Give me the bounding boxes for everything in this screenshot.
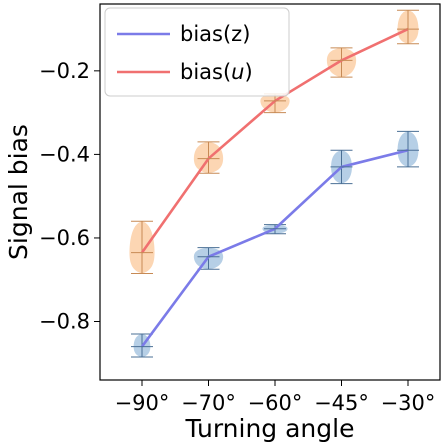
x-tick-label: −30° bbox=[381, 391, 436, 415]
y-tick-label: −0.6 bbox=[39, 226, 90, 250]
y-tick-label: −0.2 bbox=[39, 59, 90, 83]
x-axis-title: Turning angle bbox=[185, 414, 355, 443]
y-axis: −0.8 −0.6 −0.4 −0.2 bbox=[39, 59, 100, 334]
y-axis-title: Signal bias bbox=[4, 124, 33, 260]
x-tick-label: −90° bbox=[115, 391, 170, 415]
series-line-bias-z bbox=[140, 148, 409, 348]
legend-label-bias-z: bias(z) bbox=[180, 22, 250, 46]
x-tick-label: −70° bbox=[181, 391, 236, 415]
x-tick-label: −45° bbox=[314, 391, 369, 415]
legend: bias(z) bias(u) bbox=[104, 7, 290, 97]
legend-box bbox=[104, 7, 290, 97]
x-axis: −90° −70° −60° −45° −30° bbox=[115, 380, 436, 415]
y-tick-label: −0.8 bbox=[39, 310, 90, 334]
legend-label-bias-u: bias(u) bbox=[180, 60, 253, 84]
series-line-layer bbox=[131, 27, 419, 348]
y-tick-label: −0.4 bbox=[39, 142, 90, 166]
plot-frame bbox=[99, 3, 441, 381]
x-tick-label: −60° bbox=[248, 391, 303, 415]
